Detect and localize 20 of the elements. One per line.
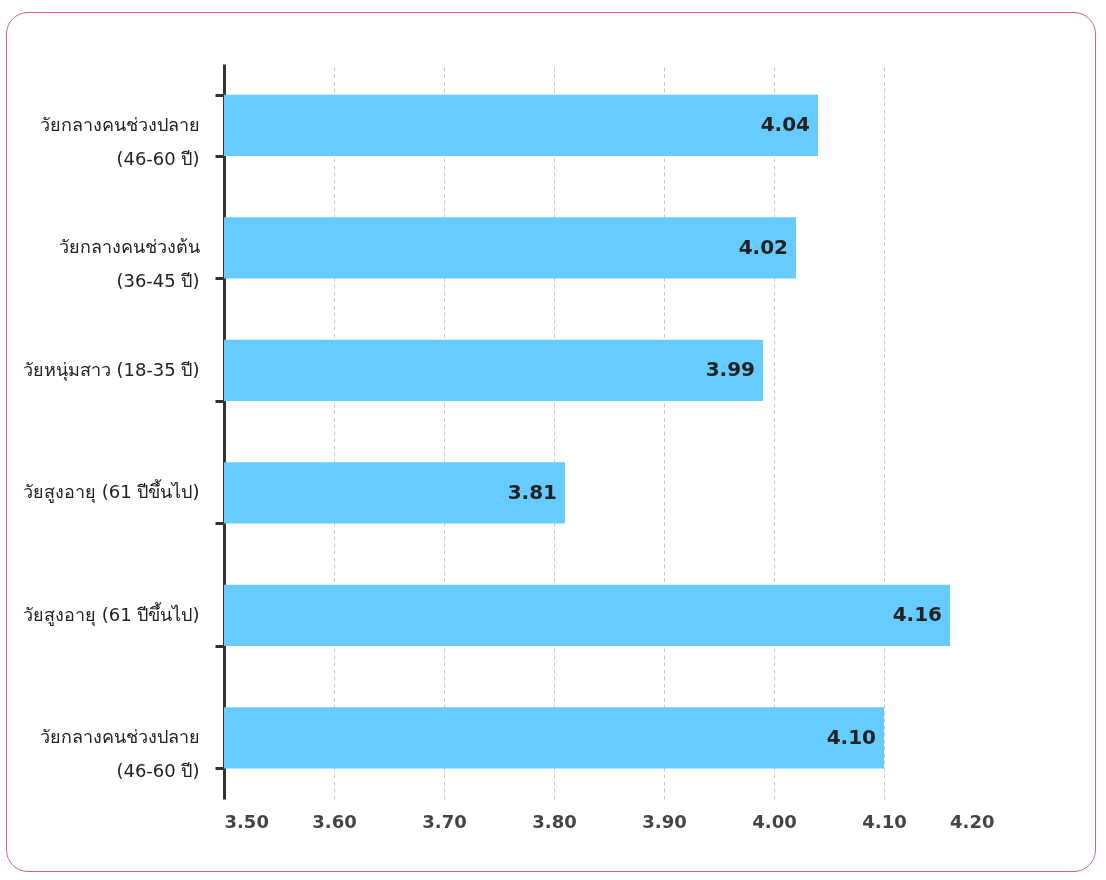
data-label: 3.99 [705, 357, 755, 382]
y-tick-label: วัยกลางคนช่วงต้น (36-45 ปี) [58, 236, 200, 292]
x-tick-label: 3.60 [312, 810, 357, 832]
y-tick-label: วัยกลางคนช่วงปลาย (46-60 ปี) [39, 113, 200, 169]
y-tick-label: วัยกลางคนช่วงปลาย (46-60 ปี) [39, 726, 200, 782]
x-tick-label: 4.00 [752, 810, 797, 832]
data-label: 4.04 [760, 112, 810, 137]
y-tick-label: วัยหนุ่มสาว (18-35 ปี) [22, 358, 200, 381]
x-tick-label: 4.10 [862, 810, 907, 832]
x-tick-label: 3.90 [642, 810, 687, 832]
y-tick-label: วัยสูงอายุ (61 ปีขึ้นไป) [23, 479, 200, 504]
data-label: 4.10 [826, 724, 876, 749]
data-label: 4.02 [738, 234, 788, 259]
x-tick-label: 4.20 [950, 810, 995, 832]
data-label: 4.16 [892, 602, 942, 627]
x-tick-label: 3.70 [422, 810, 467, 832]
data-label: 3.81 [507, 479, 557, 504]
y-tick-label: วัยสูงอายุ (61 ปีขึ้นไป) [23, 601, 200, 626]
x-tick-label: 3.80 [532, 810, 577, 832]
x-tick-label: 3.50 [224, 810, 269, 832]
